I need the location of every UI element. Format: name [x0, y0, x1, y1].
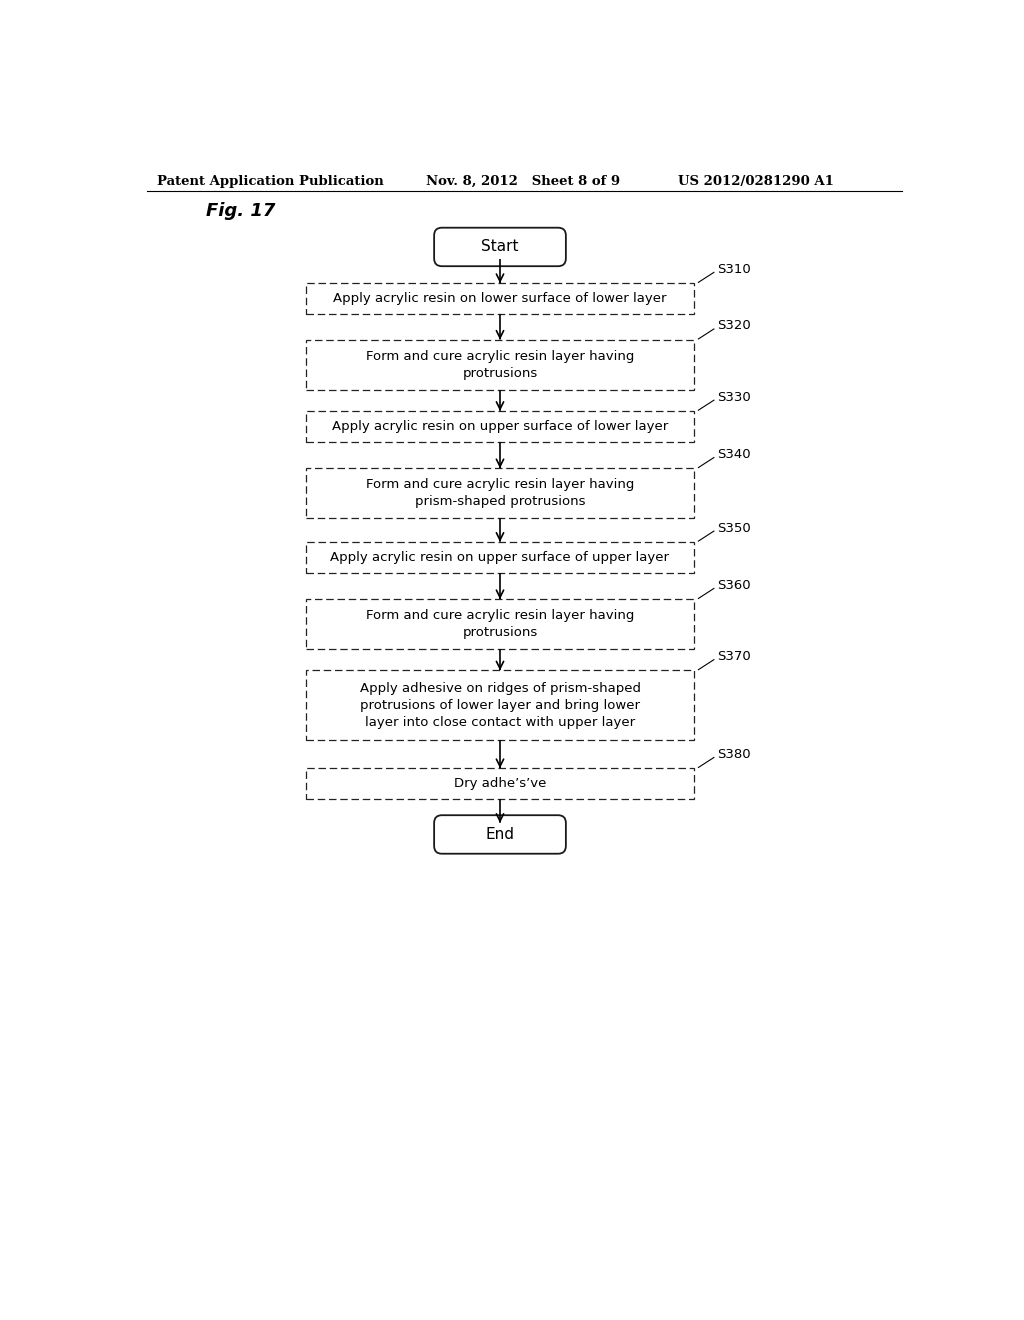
Bar	[306, 671, 693, 739]
Text: US 2012/0281290 A1: US 2012/0281290 A1	[678, 176, 835, 187]
Text: Patent Application Publication: Patent Application Publication	[158, 176, 384, 187]
Text: S360: S360	[717, 579, 751, 591]
Text: S320: S320	[717, 319, 751, 333]
Text: Apply acrylic resin on lower surface of lower layer: Apply acrylic resin on lower surface of …	[333, 292, 667, 305]
Text: End: End	[485, 826, 514, 842]
Text: S370: S370	[717, 649, 751, 663]
Text: Form and cure acrylic resin layer having
protrusions: Form and cure acrylic resin layer having…	[366, 610, 634, 639]
Text: Fig. 17: Fig. 17	[206, 202, 274, 219]
Bar	[306, 768, 693, 799]
Text: S350: S350	[717, 521, 751, 535]
Bar	[306, 411, 693, 442]
Text: S340: S340	[717, 447, 751, 461]
Bar	[306, 339, 693, 389]
Text: Form and cure acrylic resin layer having
prism-shaped protrusions: Form and cure acrylic resin layer having…	[366, 478, 634, 508]
Text: Start: Start	[481, 239, 519, 255]
Bar	[306, 284, 693, 314]
Text: S330: S330	[717, 391, 751, 404]
FancyBboxPatch shape	[434, 816, 566, 854]
FancyBboxPatch shape	[434, 227, 566, 267]
Text: Apply acrylic resin on upper surface of upper layer: Apply acrylic resin on upper surface of …	[331, 550, 670, 564]
Bar	[306, 599, 693, 649]
Text: Form and cure acrylic resin layer having
protrusions: Form and cure acrylic resin layer having…	[366, 350, 634, 380]
Text: S310: S310	[717, 263, 751, 276]
Text: Nov. 8, 2012   Sheet 8 of 9: Nov. 8, 2012 Sheet 8 of 9	[426, 176, 621, 187]
Text: S380: S380	[717, 748, 751, 760]
Text: Apply acrylic resin on upper surface of lower layer: Apply acrylic resin on upper surface of …	[332, 420, 668, 433]
Bar	[306, 543, 693, 573]
Bar	[306, 469, 693, 519]
Text: Apply adhesive on ridges of prism-shaped
protrusions of lower layer and bring lo: Apply adhesive on ridges of prism-shaped…	[359, 681, 640, 729]
Text: Dry adhe’s’ve: Dry adhe’s’ve	[454, 777, 546, 791]
